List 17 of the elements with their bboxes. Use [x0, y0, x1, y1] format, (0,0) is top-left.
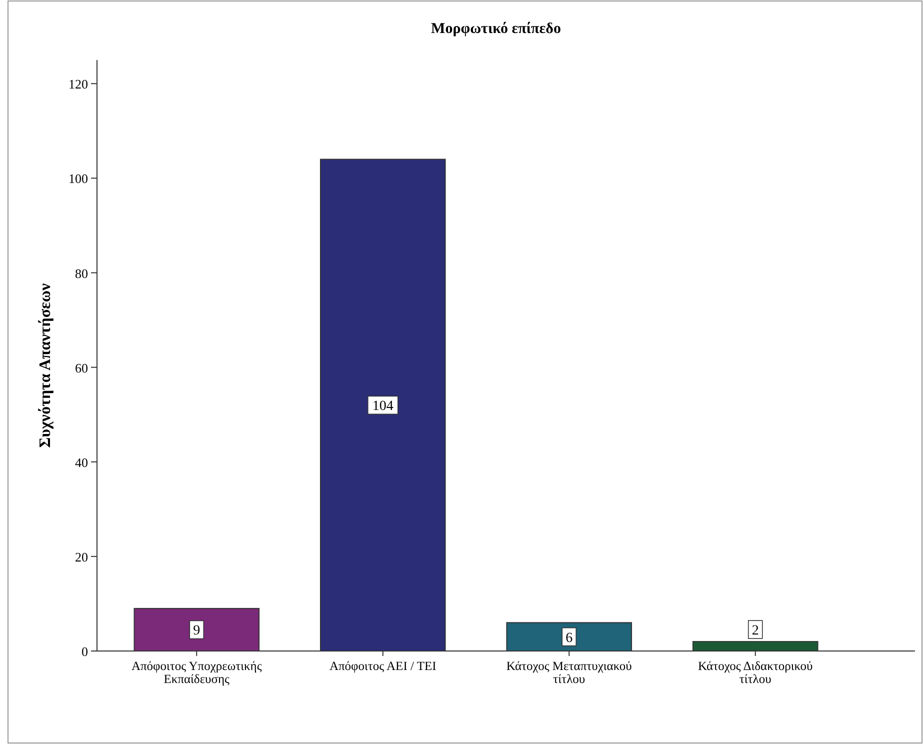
data-label: 2 — [752, 624, 759, 639]
y-tick-label: 40 — [75, 454, 88, 470]
y-tick-label: 20 — [75, 549, 88, 564]
data-label: 104 — [372, 399, 394, 414]
x-tick-label: Απόφοιτος Υποχρεωτικής Εκπαίδευσης — [131, 659, 262, 686]
x-tick-label: Κάτοχος Διδακτορικού τίτλου — [698, 659, 813, 686]
y-tick-label: 120 — [68, 76, 88, 92]
chart-title: Μορφωτικό επίπεδο — [431, 21, 561, 37]
y-axis-title: Συχνότητα Απαντήσεων — [37, 283, 54, 448]
y-tick-label: 60 — [75, 360, 88, 376]
y-tick-label: 0 — [82, 644, 88, 659]
x-tick-label: Κάτοχος Μεταπτυχιακού τίτλου — [506, 659, 632, 686]
y-tick-label: 100 — [68, 171, 88, 186]
data-label: 9 — [193, 624, 200, 639]
data-label: 6 — [566, 630, 573, 646]
x-tick-label: Απόφοιτος ΑΕΙ / ΤΕΙ — [329, 659, 436, 673]
y-tick-label: 80 — [75, 266, 88, 281]
